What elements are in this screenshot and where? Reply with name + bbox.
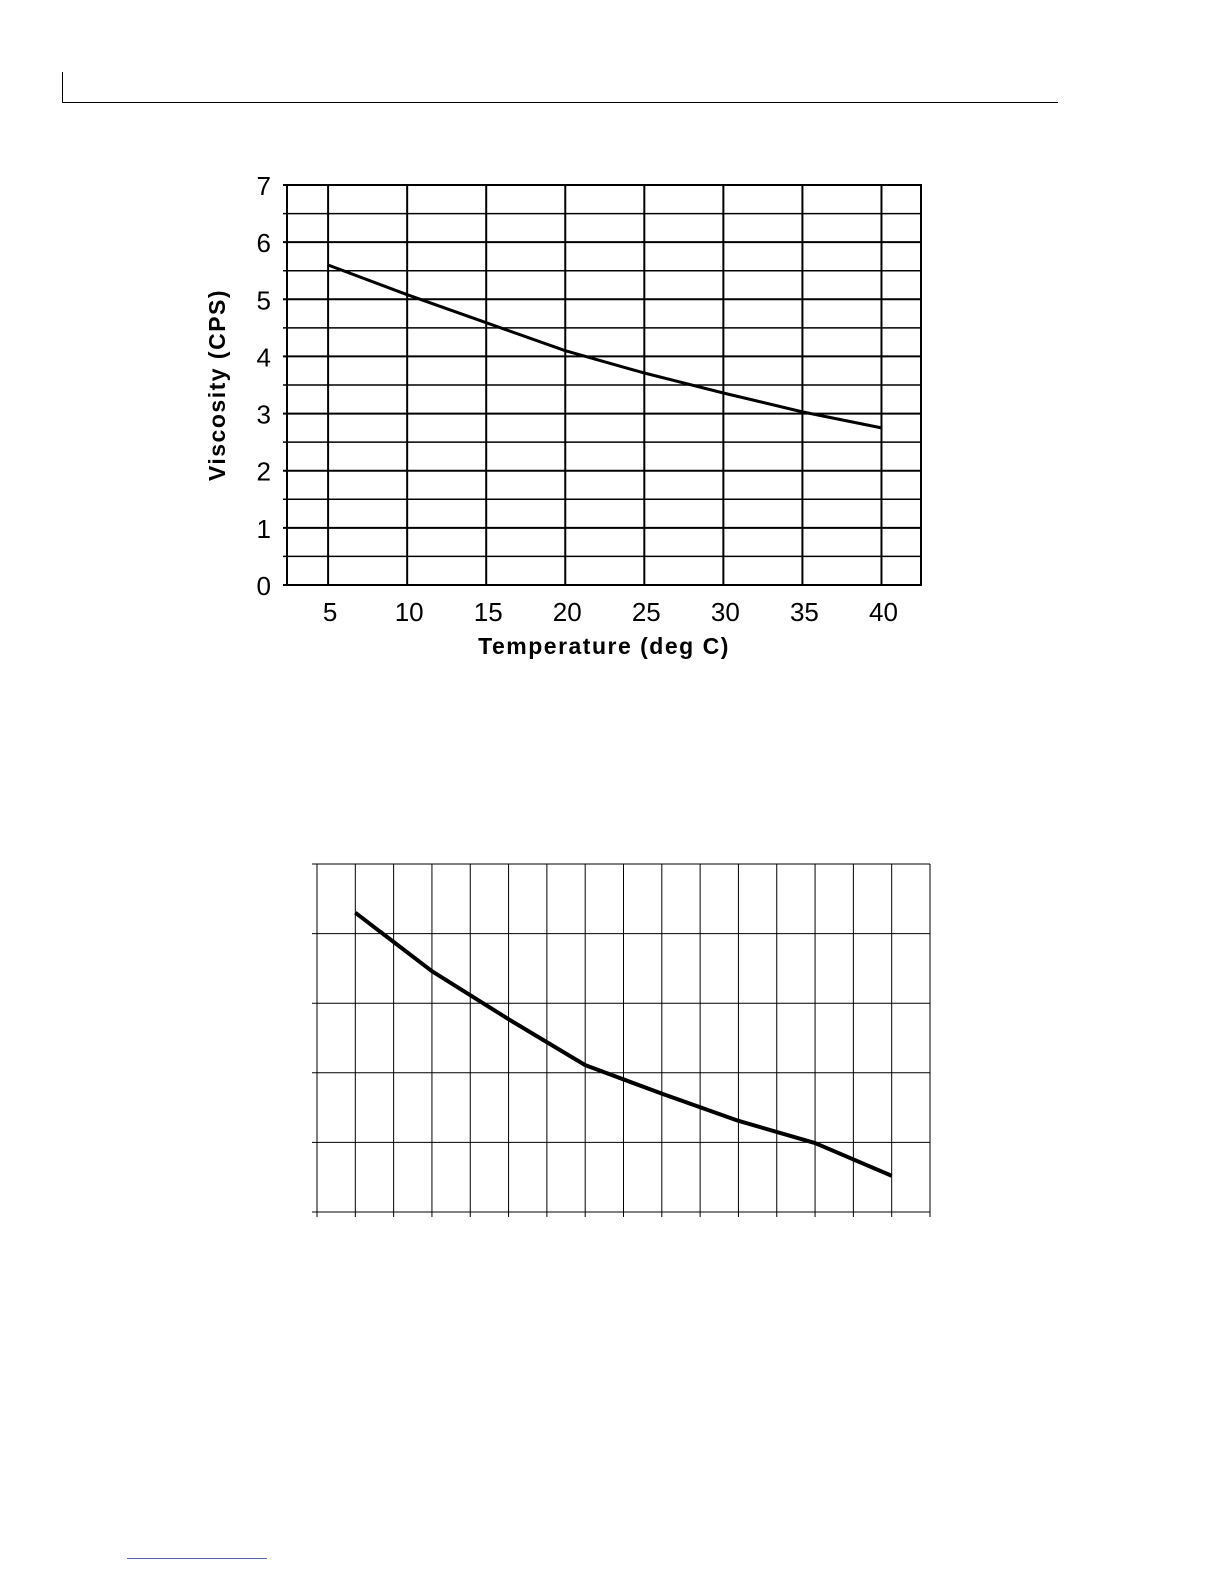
chart1-y-tick-label: 6 — [257, 228, 271, 258]
chart1-y-tick-label: 5 — [257, 285, 271, 315]
chart1-x-tick-label: 20 — [553, 597, 582, 627]
chart1-x-tick-label: 35 — [790, 597, 819, 627]
chart1-y-axis-label: Viscosity (CPS) — [204, 289, 230, 481]
header-rule — [62, 102, 1058, 103]
chart1-x-tick-label: 15 — [474, 597, 503, 627]
chart1-x-tick-label: 25 — [632, 597, 661, 627]
chart1-x-tick-label: 30 — [711, 597, 740, 627]
chart1-x-tick-label: 40 — [869, 597, 898, 627]
footnote-rule — [127, 1558, 267, 1559]
chart1-y-tick-label: 0 — [257, 571, 271, 601]
chart1-series-line — [327, 263, 882, 430]
chart1-y-tick-label: 1 — [257, 514, 271, 544]
chart1-x-axis-label: Temperature (deg C) — [478, 633, 730, 659]
chart1-x-tick-label: 10 — [395, 597, 424, 627]
chart2-series-line — [354, 911, 893, 1178]
header-margin-mark — [62, 72, 63, 103]
chart1-x-tick-label: 5 — [323, 597, 337, 627]
chart1-y-tick-label: 7 — [257, 171, 271, 201]
chart1-y-tick-label: 3 — [257, 400, 271, 430]
chart1-y-tick-label: 4 — [257, 342, 271, 372]
chart1-plot-frame — [286, 184, 922, 586]
chart1-y-tick-label: 2 — [257, 457, 271, 487]
